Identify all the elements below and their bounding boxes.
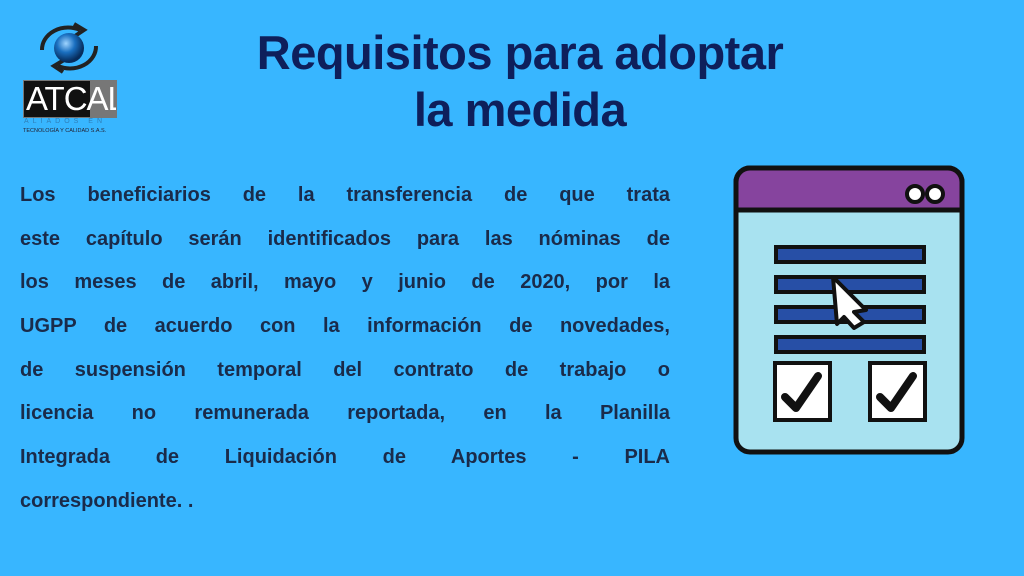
body-line: Integrada de Liquidación de Aportes - PI… (20, 446, 670, 469)
web-form-checklist-icon (733, 165, 965, 455)
title-line-1: Requisitos para adoptar (256, 26, 784, 79)
logo-company: TECNOLOGÍA Y CALIDAD S.A.S. (23, 128, 107, 134)
body-line: UGPP de acuerdo con la información de no… (20, 315, 670, 338)
body-line: Los beneficiarios de la transferencia de… (20, 184, 670, 206)
body-line: los meses de abril, mayo y junio de 2020… (20, 271, 670, 294)
logo-wordmark: ATCAL (23, 80, 117, 118)
body-line: de suspensión temporal del contrato de t… (20, 358, 670, 381)
body-paragraph: Los beneficiarios de la transferencia de… (20, 178, 670, 528)
body-line: este capítulo serán identificados para l… (20, 227, 670, 250)
logo-tagline: ALIADOS EN (24, 118, 107, 125)
body-line: correspondiente. . (20, 489, 194, 512)
title-line-2: la medida (413, 83, 627, 136)
atcal-logo: ATCAL ALIADOS EN TECNOLOGÍA Y CALIDAD S.… (20, 18, 120, 138)
checkmark-icon (876, 372, 917, 412)
checkmark-icon (781, 372, 822, 412)
body-line: licencia no remunerada reportada, en la … (20, 402, 670, 425)
cursor-icon (831, 275, 868, 330)
sync-globe-icon (39, 22, 99, 74)
slide-title: Requisitos para adoptar la medida (150, 24, 890, 138)
